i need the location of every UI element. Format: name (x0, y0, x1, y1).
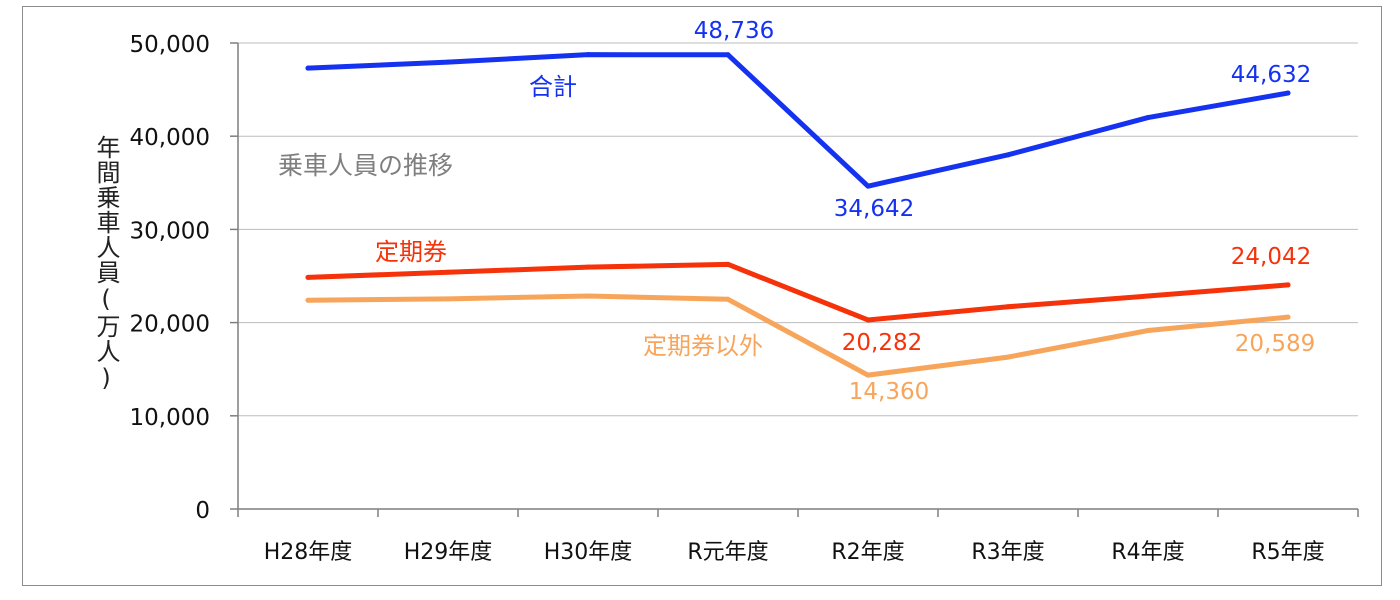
data-point (585, 293, 591, 299)
data-point (1145, 328, 1151, 334)
data-point (305, 297, 311, 303)
y-tick-label: 0 (195, 498, 210, 524)
data-label: 20,282 (842, 330, 922, 356)
data-label: 34,642 (834, 196, 914, 222)
line-chart: 0 10,000 20,000 30,000 40,000 50,000 H28年度 H29年… (130, 18, 1359, 565)
data-point (1005, 152, 1011, 158)
data-point (865, 183, 871, 189)
x-tick-label: R元年度 (687, 540, 768, 565)
series-name-label: 定期券以外 (643, 332, 763, 360)
data-point (865, 372, 871, 378)
series-name-label: 定期券 (375, 238, 447, 266)
data-label: 44,632 (1231, 62, 1311, 88)
data-label: 20,589 (1235, 331, 1315, 357)
y-tick-label: 10,000 (130, 405, 210, 431)
series-name-label: 合計 (529, 73, 577, 101)
data-label: 48,736 (694, 18, 774, 44)
y-tick-label: 50,000 (130, 32, 210, 58)
chart-title: 乗車人員の推移 (278, 151, 453, 180)
y-tick-label: 30,000 (130, 218, 210, 244)
y-tick-label: 40,000 (130, 125, 210, 151)
data-point (445, 296, 451, 302)
series-line-3 (305, 293, 1291, 378)
x-tick-label: R4年度 (1111, 540, 1184, 565)
data-point (585, 264, 591, 270)
x-tick-label: H30年度 (544, 540, 633, 565)
data-point (445, 59, 451, 65)
data-point (1285, 90, 1291, 96)
data-label: 14,360 (849, 379, 929, 405)
chart-frame: 0 10,000 20,000 30,000 40,000 50,000 H28年度 H29年… (22, 6, 1382, 586)
data-point (305, 65, 311, 71)
data-label: 24,042 (1231, 244, 1311, 270)
data-point (725, 261, 731, 267)
y-axis-label: 年間乗車人員(万人) (92, 135, 120, 393)
data-point (445, 269, 451, 275)
data-point (865, 317, 871, 323)
x-tick-label: H29年度 (404, 540, 493, 565)
series-line-2 (305, 261, 1291, 323)
series-line-1 (305, 52, 1291, 189)
x-tick-label: H28年度 (264, 540, 353, 565)
x-tick-label: R2年度 (831, 540, 904, 565)
data-point (1005, 304, 1011, 310)
data-point (1145, 115, 1151, 121)
x-tick-label: R3年度 (971, 540, 1044, 565)
data-point (305, 274, 311, 280)
data-point (725, 52, 731, 58)
data-point (1145, 293, 1151, 299)
data-point (1005, 354, 1011, 360)
data-point (1285, 282, 1291, 288)
data-point (585, 52, 591, 58)
data-point (1285, 314, 1291, 320)
y-tick-label: 20,000 (130, 312, 210, 338)
x-tick-label: R5年度 (1251, 540, 1324, 565)
data-point (725, 296, 731, 302)
